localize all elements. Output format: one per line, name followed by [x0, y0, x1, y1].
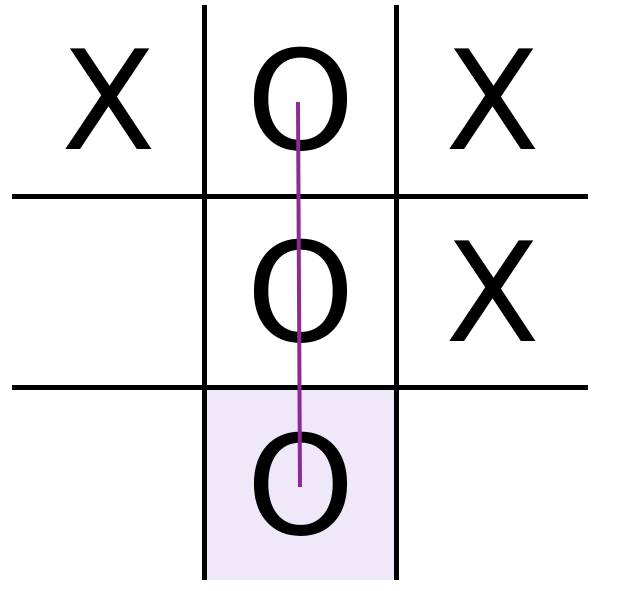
cell-r2-c1[interactable]: O — [206, 390, 395, 580]
horizontal-gridline-top — [12, 194, 588, 199]
vertical-gridline-left — [202, 5, 207, 580]
cell-mark: X — [445, 21, 540, 182]
cell-r0-c0[interactable]: X — [14, 5, 203, 195]
cell-mark: X — [61, 21, 156, 182]
cell-mark: O — [246, 213, 355, 374]
cell-mark: O — [246, 406, 355, 567]
cell-r2-c0[interactable] — [14, 390, 203, 580]
vertical-gridline-right — [394, 5, 399, 580]
cell-r0-c2[interactable]: X — [398, 5, 587, 195]
cell-mark: O — [246, 21, 355, 182]
cell-r0-c1[interactable]: O — [206, 5, 395, 195]
cell-r2-c2[interactable] — [398, 390, 587, 580]
horizontal-gridline-bottom — [12, 385, 588, 390]
cell-r1-c0[interactable] — [14, 198, 203, 386]
cell-r1-c1[interactable]: O — [206, 198, 395, 386]
cell-r1-c2[interactable]: X — [398, 198, 587, 386]
cell-mark: X — [445, 213, 540, 374]
